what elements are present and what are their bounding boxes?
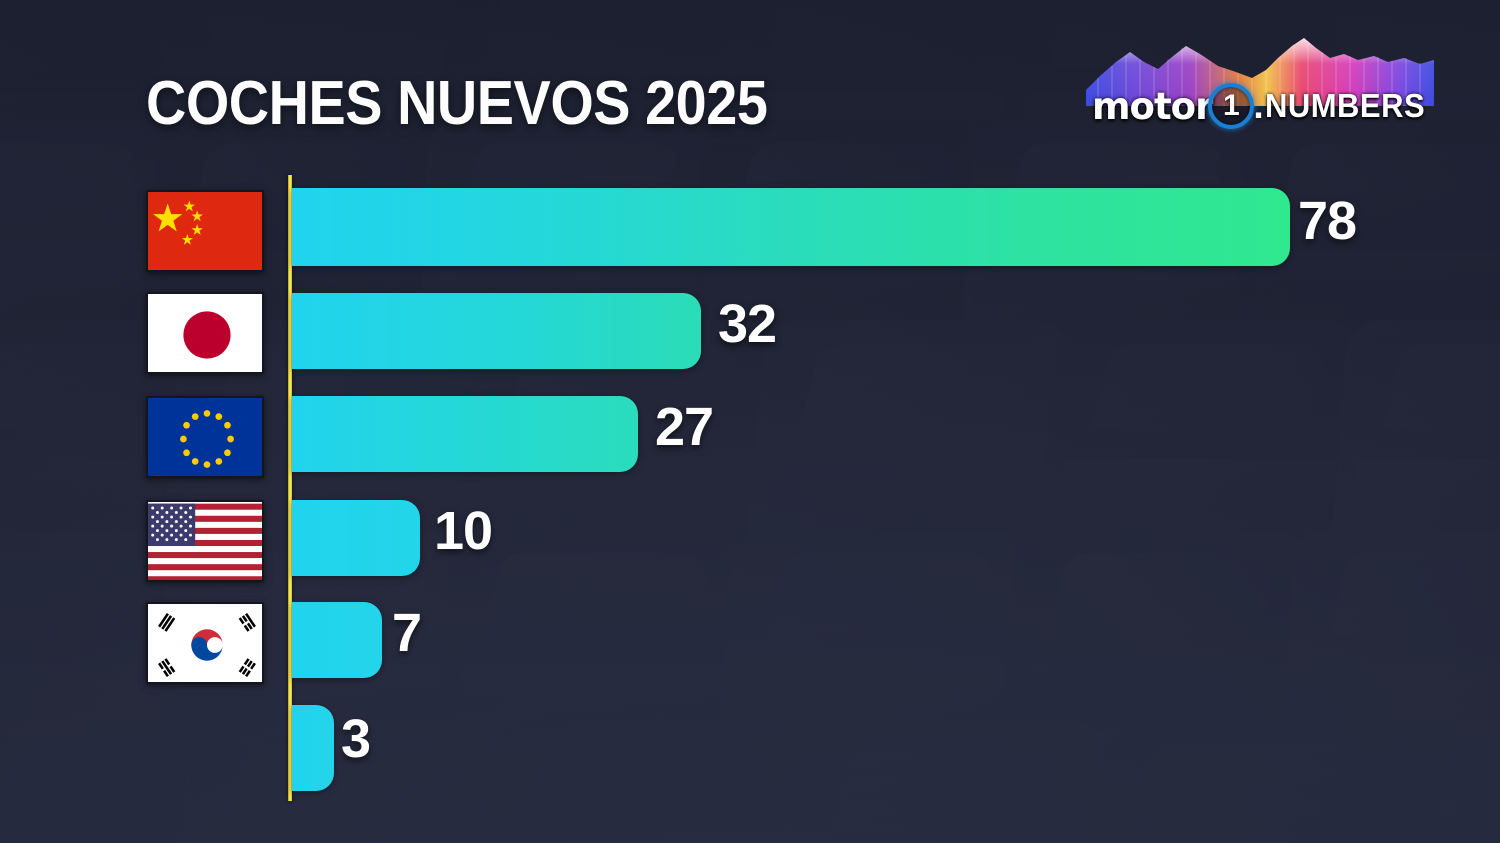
flag-japan-art (148, 295, 262, 372)
logo-suffix-text: NUMBERS (1264, 87, 1425, 124)
logo-brand-text: motor (1092, 84, 1213, 128)
flag-south-korea-icon (146, 602, 264, 684)
logo-waveform-icon (1086, 38, 1434, 106)
motor1-numbers-logo: motor 1 . NUMBERS (1086, 32, 1434, 138)
bar-japan (292, 293, 701, 369)
logo-one-text: 1 (1222, 89, 1240, 122)
logo-wordmark: motor 1 . NUMBERS (1092, 83, 1435, 129)
bar-united-states (292, 500, 420, 576)
logo-one-ring-icon: 1 (1208, 83, 1255, 129)
bar-european-union (292, 396, 638, 472)
bar-others (292, 705, 334, 791)
bar-china (292, 188, 1290, 266)
bar-value-south-korea: 7 (392, 603, 422, 663)
flag-european-union-art (148, 399, 262, 476)
flag-japan-icon (146, 292, 264, 374)
page-title: COCHES NUEVOS 2025 (146, 69, 768, 138)
logo-dot: . (1253, 85, 1264, 126)
bar-value-european-union: 27 (655, 397, 714, 457)
flag-united-states-art (148, 503, 262, 580)
bar-value-china: 78 (1298, 191, 1357, 251)
bar-south-korea (292, 602, 382, 678)
flag-european-union-icon (146, 396, 264, 478)
flag-united-states-icon (146, 500, 264, 582)
flag-south-korea-art (148, 605, 262, 682)
flag-china-art (148, 193, 262, 270)
bar-value-others: 3 (341, 709, 371, 769)
flag-china-icon (146, 190, 264, 272)
chart-axis-line (288, 175, 292, 801)
bar-value-united-states: 10 (434, 501, 493, 561)
bar-value-japan: 32 (718, 294, 777, 354)
